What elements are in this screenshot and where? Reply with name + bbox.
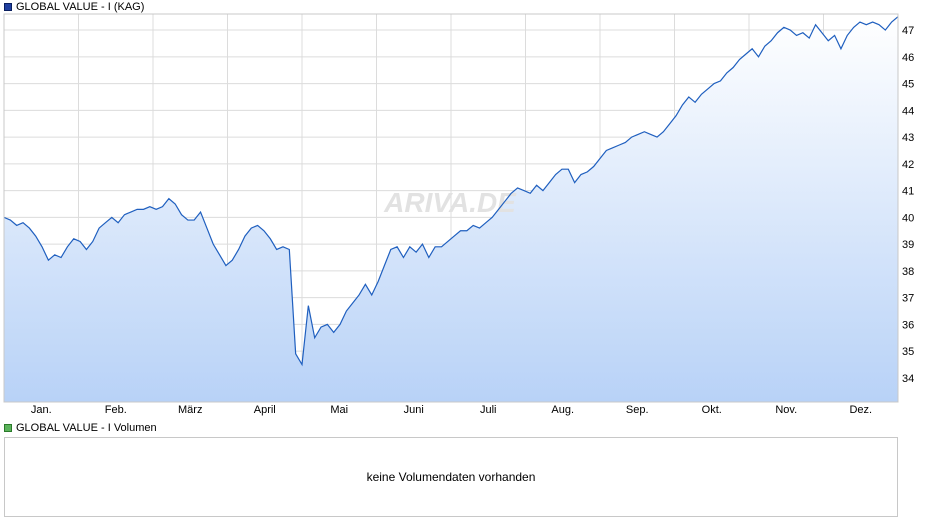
x-tick-label: Feb. bbox=[105, 404, 127, 416]
plot-border bbox=[3, 13, 899, 403]
y-tick-label: 45 bbox=[902, 79, 914, 91]
y-tick-label: 43 bbox=[902, 132, 914, 144]
price-legend-swatch bbox=[4, 3, 12, 11]
price-chart: ARIVA.DE 34 35 36 37 38 39 40 41 42 43 44 45 46 47 Ja… bbox=[3, 13, 914, 416]
x-tick-label: Jan. bbox=[31, 404, 52, 416]
x-tick-label: Okt. bbox=[702, 404, 722, 416]
volume-legend: GLOBAL VALUE - I Volumen bbox=[4, 421, 157, 435]
price-legend: GLOBAL VALUE - I (KAG) bbox=[4, 0, 144, 14]
y-axis: 34 35 36 37 38 39 40 41 42 43 44 45 46 47 bbox=[902, 25, 914, 385]
watermark: ARIVA.DE bbox=[383, 187, 517, 218]
y-tick-label: 37 bbox=[902, 293, 914, 305]
price-legend-label: GLOBAL VALUE - I (KAG) bbox=[16, 1, 145, 13]
y-tick-label: 46 bbox=[902, 52, 914, 64]
x-tick-label: Sep. bbox=[626, 404, 649, 416]
y-tick-label: 39 bbox=[902, 239, 914, 251]
y-tick-label: 40 bbox=[902, 212, 914, 224]
x-tick-label: Mai bbox=[330, 404, 348, 416]
x-tick-label: Juni bbox=[404, 404, 424, 416]
no-volume-message: keine Volumendaten vorhanden bbox=[366, 470, 536, 484]
y-tick-label: 38 bbox=[902, 266, 914, 278]
x-tick-label: Nov. bbox=[775, 404, 797, 416]
volume-legend-swatch bbox=[4, 424, 12, 432]
y-tick-label: 47 bbox=[902, 25, 914, 37]
price-area-fill bbox=[4, 16, 898, 403]
y-tick-label: 35 bbox=[902, 346, 914, 358]
y-tick-label: 44 bbox=[902, 105, 914, 117]
volume-panel: keine Volumendaten vorhanden bbox=[4, 437, 898, 517]
volume-legend-label: GLOBAL VALUE - I Volumen bbox=[16, 422, 157, 434]
price-line bbox=[3, 16, 899, 367]
x-tick-label: Dez. bbox=[849, 404, 872, 416]
x-tick-label: April bbox=[254, 404, 276, 416]
y-tick-label: 36 bbox=[902, 319, 914, 331]
x-tick-label: Juli bbox=[480, 404, 497, 416]
y-tick-label: 34 bbox=[902, 373, 914, 385]
y-tick-label: 41 bbox=[902, 186, 914, 198]
y-tick-label: 42 bbox=[902, 159, 914, 171]
x-tick-label: Aug. bbox=[551, 404, 574, 416]
x-axis: Jan. Feb. März April Mai Juni Juli Aug. Sep. Okt.… bbox=[31, 404, 872, 416]
x-tick-label: März bbox=[178, 404, 202, 416]
